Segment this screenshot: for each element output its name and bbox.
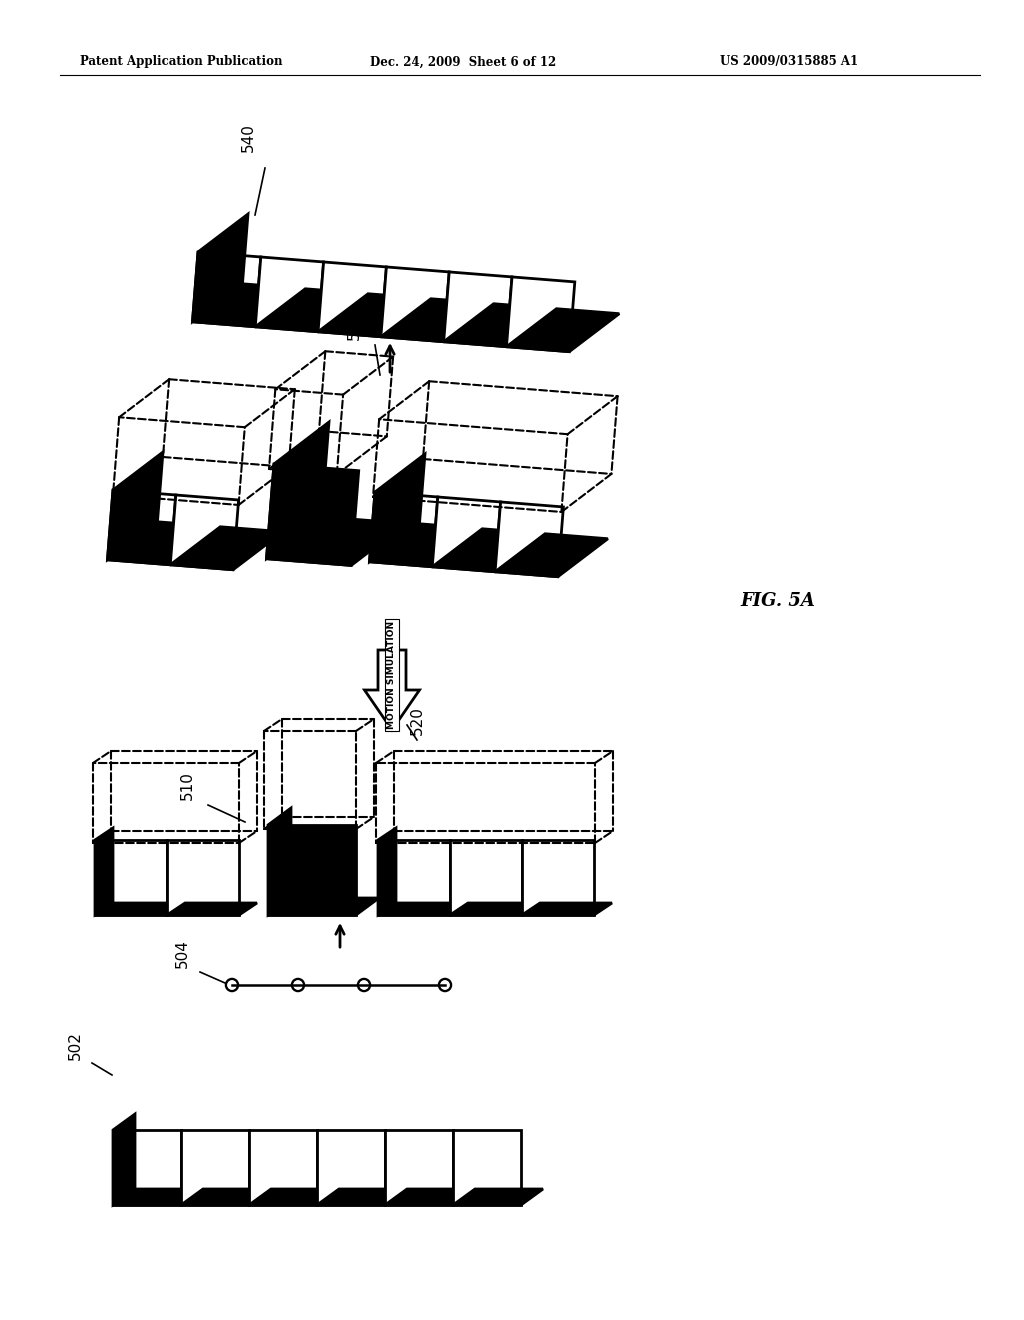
Circle shape (441, 981, 449, 989)
Polygon shape (522, 840, 594, 915)
Text: 504: 504 (175, 939, 190, 968)
Polygon shape (113, 1130, 181, 1205)
Polygon shape (317, 1130, 385, 1205)
Polygon shape (522, 903, 612, 915)
Polygon shape (108, 521, 220, 565)
Polygon shape (495, 533, 608, 577)
Text: Dec. 24, 2009  Sheet 6 of 12: Dec. 24, 2009 Sheet 6 of 12 (370, 55, 556, 69)
Text: 502: 502 (68, 1031, 83, 1060)
Polygon shape (443, 304, 556, 347)
Text: Patent Application Publication: Patent Application Publication (80, 55, 283, 69)
Text: US 2009/0315885 A1: US 2009/0315885 A1 (720, 55, 858, 69)
Polygon shape (249, 1189, 339, 1205)
Polygon shape (181, 1130, 249, 1205)
Circle shape (294, 981, 302, 989)
Text: FIG. 5A: FIG. 5A (740, 591, 815, 610)
Text: 530: 530 (347, 312, 362, 341)
Polygon shape (318, 294, 431, 337)
Polygon shape (95, 840, 167, 915)
Polygon shape (249, 1130, 317, 1205)
Polygon shape (266, 516, 407, 565)
Text: MOTION SIMULATION: MOTION SIMULATION (387, 620, 396, 729)
Polygon shape (268, 808, 291, 915)
Polygon shape (507, 277, 574, 351)
Polygon shape (385, 1189, 475, 1205)
Polygon shape (450, 840, 522, 915)
Polygon shape (450, 903, 540, 915)
Polygon shape (108, 490, 176, 565)
Polygon shape (167, 840, 239, 915)
Polygon shape (170, 495, 239, 570)
Polygon shape (443, 272, 512, 347)
Polygon shape (381, 267, 450, 342)
Polygon shape (266, 422, 329, 558)
Polygon shape (318, 261, 386, 337)
Circle shape (228, 981, 236, 989)
Text: 520: 520 (410, 706, 425, 735)
Polygon shape (370, 454, 425, 562)
Polygon shape (378, 903, 468, 915)
Polygon shape (317, 1189, 407, 1205)
Polygon shape (268, 825, 356, 915)
Polygon shape (370, 524, 482, 566)
Polygon shape (453, 1189, 543, 1205)
Polygon shape (370, 492, 438, 566)
Polygon shape (365, 649, 420, 730)
Polygon shape (495, 502, 563, 577)
Polygon shape (255, 289, 368, 331)
Polygon shape (113, 1114, 135, 1205)
Polygon shape (255, 257, 324, 331)
Polygon shape (432, 498, 501, 572)
Polygon shape (378, 840, 450, 915)
Polygon shape (170, 527, 283, 570)
Polygon shape (95, 828, 113, 915)
Polygon shape (432, 529, 545, 572)
Polygon shape (385, 1130, 453, 1205)
Polygon shape (193, 252, 261, 327)
Polygon shape (181, 1189, 271, 1205)
Polygon shape (378, 828, 396, 915)
Polygon shape (108, 451, 163, 560)
Polygon shape (95, 903, 185, 915)
Text: 540: 540 (241, 123, 256, 152)
Polygon shape (167, 903, 257, 915)
Polygon shape (453, 1130, 521, 1205)
Polygon shape (381, 298, 494, 342)
Polygon shape (266, 465, 358, 565)
Polygon shape (268, 898, 379, 915)
Polygon shape (193, 284, 305, 327)
Polygon shape (507, 309, 620, 351)
Polygon shape (193, 214, 248, 322)
Polygon shape (113, 1189, 203, 1205)
Text: 510: 510 (180, 771, 195, 800)
Circle shape (360, 981, 368, 989)
